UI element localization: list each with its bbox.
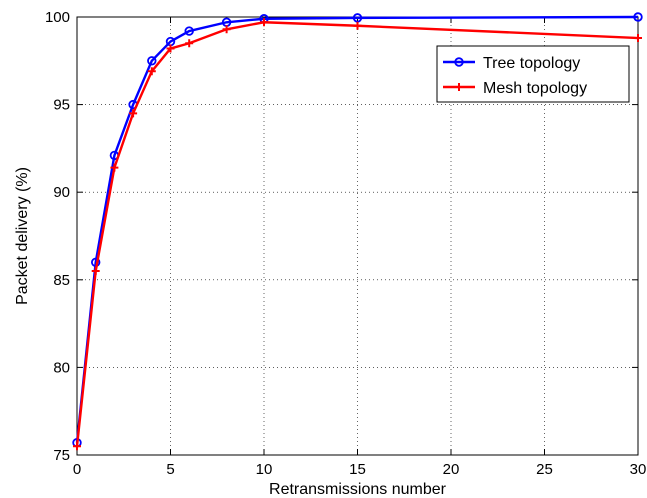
legend-label: Tree topology <box>483 55 580 72</box>
data-point <box>166 44 175 53</box>
data-point <box>352 13 363 23</box>
data-point <box>129 109 138 118</box>
legend: Tree topology Mesh topology <box>436 45 630 103</box>
data-point <box>147 67 156 76</box>
y-axis-label: Packet delivery (%) <box>14 167 31 305</box>
data-point <box>185 39 194 48</box>
legend-marker <box>454 57 464 67</box>
x-tick-label: 0 <box>73 461 81 478</box>
data-point <box>353 21 362 30</box>
y-tick-label: 75 <box>53 447 70 464</box>
data-point <box>633 12 643 22</box>
data-point <box>73 442 81 451</box>
y-tick-label: 100 <box>45 9 70 26</box>
y-tick-label: 80 <box>53 359 70 376</box>
data-point <box>222 25 231 34</box>
x-tick-label: 10 <box>256 461 273 478</box>
y-tick-label: 95 <box>53 97 70 114</box>
data-point <box>634 34 642 43</box>
grid <box>77 17 638 455</box>
data-point <box>184 26 194 36</box>
y-tick-label: 90 <box>53 184 70 201</box>
axis-ticks: 0 5 10 15 20 25 30 75 80 85 90 95 100 <box>45 9 646 478</box>
legend-box <box>436 45 630 103</box>
series-layer <box>72 12 643 451</box>
data-point <box>91 267 100 276</box>
x-axis-label: Retransmissions number <box>269 481 447 498</box>
x-tick-label: 30 <box>630 461 647 478</box>
x-tick-label: 15 <box>349 461 366 478</box>
y-tick-label: 85 <box>53 272 70 289</box>
data-point <box>260 18 268 27</box>
x-tick-label: 5 <box>166 461 174 478</box>
series-line <box>75 15 639 443</box>
data-point <box>147 56 157 66</box>
legend-marker <box>455 83 463 91</box>
x-tick-label: 25 <box>536 461 553 478</box>
series-mesh-topology <box>73 18 642 451</box>
data-point <box>110 163 119 172</box>
legend-label: Mesh topology <box>483 80 587 97</box>
x-tick-label: 20 <box>443 461 460 478</box>
